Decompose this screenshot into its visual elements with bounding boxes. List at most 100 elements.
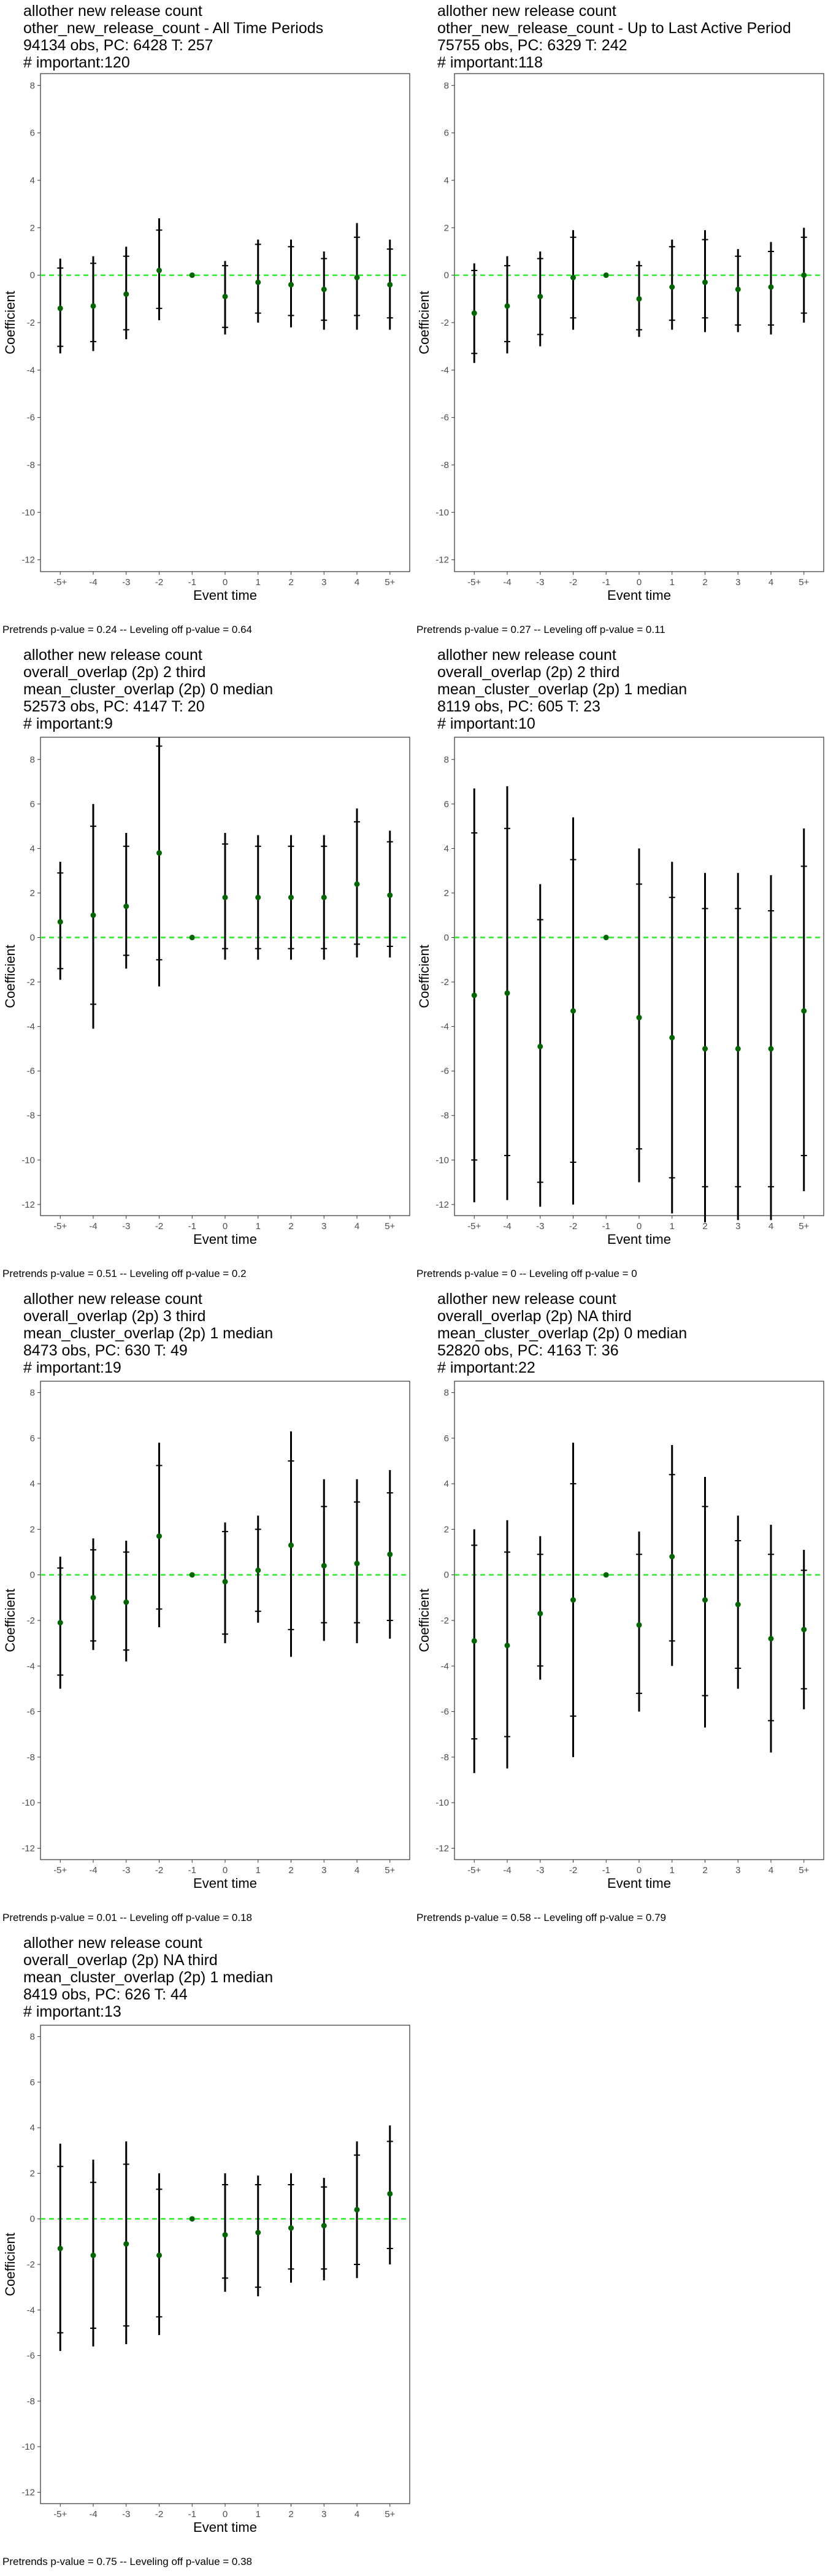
x-tick-label: -5+ [467,1865,481,1876]
x-tick-label: 3 [735,1221,740,1232]
coefficient-point [801,272,807,278]
x-tick-label: -4 [503,577,511,588]
coefficient-point [90,303,96,309]
y-tick-label: -12 [21,2487,35,2497]
x-tick-label: 0 [223,577,228,588]
title-line: overall_overlap (2p) 2 third [23,664,206,681]
coefficient-point [222,894,228,900]
plot-title: allother new release count overall_overla… [23,1934,273,2020]
y-tick-label: -6 [27,2351,35,2361]
title-line: allother new release count [23,1290,202,1308]
x-tick-label: -3 [536,1221,544,1232]
coefficient-point [156,850,162,856]
x-tick-label: -4 [89,577,97,588]
y-tick-label: -2 [27,2260,35,2270]
x-axis-label: Event time [607,588,671,603]
x-tick-label: 0 [637,1865,642,1876]
coefficient-point [123,903,129,910]
coefficient-point [90,1595,96,1601]
title-line: allother new release count [437,646,616,664]
x-tick-label: -4 [503,1865,511,1876]
x-tick-label: 4 [355,577,359,588]
title-line: allother new release count [23,2,202,20]
title-line: # important:13 [23,2003,121,2020]
x-tick-label: -4 [503,1221,511,1232]
y-tick-label: 0 [30,270,35,281]
x-tick-label: -2 [155,2509,163,2520]
x-axis-label: Event time [607,1232,671,1247]
title-line: other_new_release_count - All Time Perio… [23,20,324,37]
coefficient-point [57,1620,63,1626]
coefficient-point [702,1597,708,1603]
x-tick-label: 1 [256,1865,261,1876]
x-tick-label: -2 [569,1865,577,1876]
x-tick-label: 2 [288,577,293,588]
p-value-footnote: Pretrends p-value = 0.51 -- Leveling off… [2,1268,247,1279]
title-line: 8473 obs, PC: 630 T: 49 [23,1342,188,1359]
x-tick-label: -5+ [53,1221,67,1232]
y-tick-label: -2 [27,1616,35,1626]
x-tick-label: -3 [122,577,130,588]
p-value-footnote: Pretrends p-value = 0.24 -- Leveling off… [2,624,252,635]
y-tick-label: 2 [30,1524,35,1535]
y-tick-label: -6 [27,1066,35,1076]
y-tick-label: 8 [444,1388,449,1398]
y-tick-label: 6 [30,1433,35,1444]
x-axis-label: Event time [193,1876,257,1891]
p-value-footnote: Pretrends p-value = 0.01 -- Leveling off… [2,1912,252,1923]
plot-title: allother new release count overall_overla… [437,1290,687,1376]
y-tick-label: 2 [30,2168,35,2179]
plot-panel-6: allother new release count overall_overla… [414,1288,828,1932]
x-tick-label: -4 [89,1221,97,1232]
y-tick-label: -4 [27,1661,35,1671]
x-tick-label: 4 [769,1865,773,1876]
x-tick-label: 5+ [385,2509,395,2520]
title-line: mean_cluster_overlap (2p) 0 median [437,1325,688,1342]
y-tick-label: 4 [30,843,35,854]
x-tick-label: 0 [223,1865,228,1876]
coefficient-point [57,2245,63,2252]
coefficient-point [321,286,327,293]
y-axis-label: Coefficient [2,291,18,355]
x-tick-label: 2 [288,1865,293,1876]
coefficient-point [768,1046,774,1052]
x-tick-label: 4 [355,1221,359,1232]
y-tick-label: -4 [441,1661,449,1671]
coefficient-point [636,1014,642,1021]
coefficient-point [321,1563,327,1569]
coefficient-point [255,1567,261,1573]
coefficient-point [387,2191,393,2197]
y-tick-label: 4 [30,2123,35,2133]
coefficient-point [354,881,360,887]
title-line: mean_cluster_overlap (2p) 0 median [23,681,274,698]
x-tick-label: 3 [321,2509,326,2520]
coefficient-point [801,1008,807,1014]
y-tick-label: 6 [444,128,449,139]
x-tick-label: -3 [536,577,544,588]
coefficient-point [471,1638,477,1644]
coefficient-point [504,1643,510,1649]
x-tick-label: -1 [188,1221,196,1232]
y-tick-label: 8 [30,1388,35,1398]
coefficient-point [702,279,708,285]
y-tick-label: -6 [27,1707,35,1717]
coefficient-point [222,1579,228,1585]
plot-title: allother new release count other_new_rele… [23,2,323,71]
x-tick-label: -5+ [467,577,481,588]
y-tick-label: -10 [435,1798,449,1808]
coefficient-point [288,2225,294,2231]
x-tick-label: 5+ [799,1865,809,1876]
coefficient-point [570,1597,576,1603]
coefficient-point [471,992,477,999]
y-tick-label: 0 [30,933,35,943]
y-tick-label: 8 [30,754,35,765]
x-tick-label: -2 [155,1221,163,1232]
y-tick-label: -8 [27,1752,35,1763]
y-axis-label: Coefficient [416,1589,432,1652]
y-tick-label: -6 [441,1066,449,1076]
coefficient-point [57,305,63,312]
